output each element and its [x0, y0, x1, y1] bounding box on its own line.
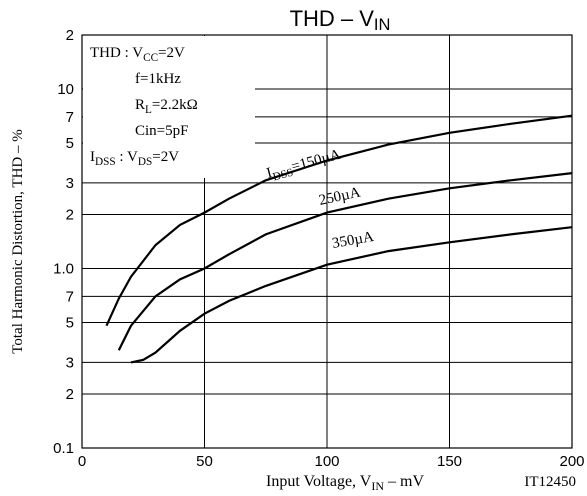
text-part: THD – V	[290, 6, 375, 31]
text-part: R	[135, 97, 145, 113]
text-part: f=1kHz	[135, 71, 181, 87]
conditions-box	[83, 36, 255, 178]
y-tick-label: 3	[66, 175, 74, 192]
x-tick-label: 50	[196, 453, 213, 470]
x-tick-label: 150	[437, 453, 462, 470]
condition-line: THD : VCC=2V	[90, 45, 185, 64]
x-tick-label: 200	[559, 453, 584, 470]
y-tick-label: 2	[66, 27, 74, 44]
subscript: DSS	[95, 156, 116, 168]
text-part: – mV	[384, 473, 424, 490]
subscript: DS	[138, 156, 152, 168]
y-axis-label: Total Harmonic Distortion, THD – %	[10, 129, 26, 353]
text-part: THD : V	[90, 45, 143, 61]
chart-title: THD – VIN	[290, 6, 391, 34]
subscript: CC	[143, 52, 158, 64]
y-tick-label: 7	[66, 288, 74, 305]
y-tick-label: 1.0	[53, 261, 74, 278]
text-part: =2V	[158, 45, 185, 61]
y-tick-label: 2	[66, 206, 74, 223]
y-tick-label: 10	[57, 81, 74, 98]
text-part: =2.2kΩ	[152, 97, 198, 113]
x-tick-label: 0	[78, 453, 86, 470]
plot-frame	[81, 34, 573, 449]
subscript: L	[145, 104, 152, 116]
subscript: IN	[374, 16, 391, 34]
y-tick-label: 0.1	[53, 440, 74, 457]
subscript: DSS	[272, 167, 295, 184]
text-part: Cin=5pF	[135, 123, 188, 139]
y-tick-label: 7	[66, 109, 74, 126]
y-tick-label: 5	[66, 315, 74, 332]
figure-code: IT12450	[524, 474, 576, 490]
curve-label: IDSS=150µA	[265, 147, 344, 185]
curve-label: 350µA	[331, 229, 375, 252]
text-part: : V	[116, 149, 138, 165]
condition-line: Cin=5pF	[135, 123, 188, 139]
subscript: IN	[371, 479, 384, 493]
text-part: I	[265, 165, 274, 182]
text-part: Input Voltage, V	[266, 473, 372, 490]
condition-line: IDSS : VDS=2V	[90, 149, 179, 168]
x-axis-label: Input Voltage, VIN – mV	[266, 473, 424, 493]
curve	[130, 226, 573, 364]
condition-line: f=1kHz	[135, 71, 181, 87]
curve	[117, 172, 573, 351]
text-part: I	[90, 149, 95, 165]
y-tick-label: 2	[66, 386, 74, 403]
text-part: =150µA	[290, 147, 343, 176]
condition-line: RL=2.2kΩ	[135, 97, 198, 116]
y-tick-label: 5	[66, 135, 74, 152]
text-part: =2V	[152, 149, 179, 165]
x-tick-label: 100	[314, 453, 339, 470]
text-part: 350µA	[331, 229, 375, 252]
curve	[105, 114, 573, 327]
y-tick-label: 3	[66, 354, 74, 371]
